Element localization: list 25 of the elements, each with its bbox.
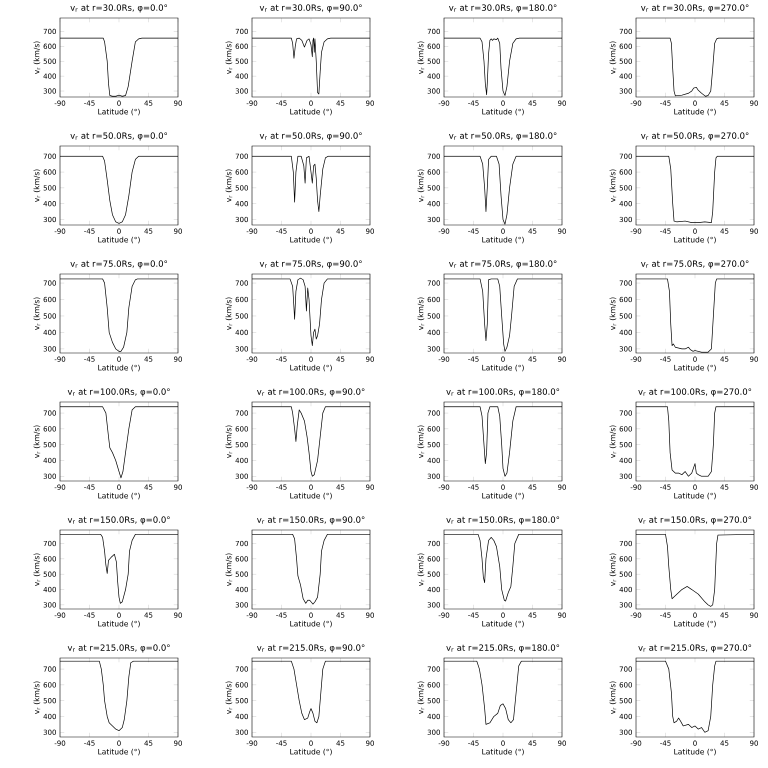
- chart-title: v$_{r}$ at r=30.0Rs, φ=180.0°: [448, 4, 556, 12]
- chart-title: v$_{r}$ at r=75.0Rs, φ=0.0°: [70, 260, 168, 268]
- chart-title: v$_{r}$ at r=75.0Rs, φ=270.0°: [641, 260, 748, 268]
- chart-title: v$_{r}$ at r=150.0Rs, φ=270.0°: [638, 516, 752, 524]
- chart-title: v$_{r}$ at r=215.0Rs, φ=0.0°: [68, 644, 170, 652]
- line-series: [636, 534, 754, 607]
- chart-title: v$_{r}$ at r=75.0Rs, φ=180.0°: [448, 260, 556, 268]
- chart-title: v$_{r}$ at r=30.0Rs, φ=90.0°: [260, 4, 362, 12]
- chart-title: v$_{r}$ at r=30.0Rs, φ=270.0°: [641, 4, 748, 12]
- chart-title: v$_{r}$ at r=150.0Rs, φ=180.0°: [446, 516, 560, 524]
- chart-title: v$_{r}$ at r=30.0Rs, φ=0.0°: [70, 4, 168, 12]
- chart-title: v$_{r}$ at r=150.0Rs, φ=90.0°: [256, 516, 364, 524]
- chart-title: v$_{r}$ at r=50.0Rs, φ=180.0°: [448, 132, 556, 140]
- chart-title: v$_{r}$ at r=100.0Rs, φ=0.0°: [68, 388, 170, 396]
- chart-title: v$_{r}$ at r=215.0Rs, φ=180.0°: [446, 644, 560, 652]
- chart-title: v$_{r}$ at r=100.0Rs, φ=90.0°: [256, 388, 364, 396]
- chart-title: v$_{r}$ at r=75.0Rs, φ=90.0°: [260, 260, 362, 268]
- chart-title: v$_{r}$ at r=50.0Rs, φ=0.0°: [70, 132, 168, 140]
- chart-title: v$_{r}$ at r=100.0Rs, φ=270.0°: [638, 388, 752, 396]
- chart-title: v$_{r}$ at r=150.0Rs, φ=0.0°: [68, 516, 170, 524]
- chart-title: v$_{r}$ at r=50.0Rs, φ=270.0°: [641, 132, 748, 140]
- chart-title: v$_{r}$ at r=215.0Rs, φ=90.0°: [256, 644, 364, 652]
- chart-title: v$_{r}$ at r=215.0Rs, φ=270.0°: [638, 644, 752, 652]
- chart-title: v$_{r}$ at r=100.0Rs, φ=180.0°: [446, 388, 560, 396]
- chart-title: v$_{r}$ at r=50.0Rs, φ=90.0°: [260, 132, 362, 140]
